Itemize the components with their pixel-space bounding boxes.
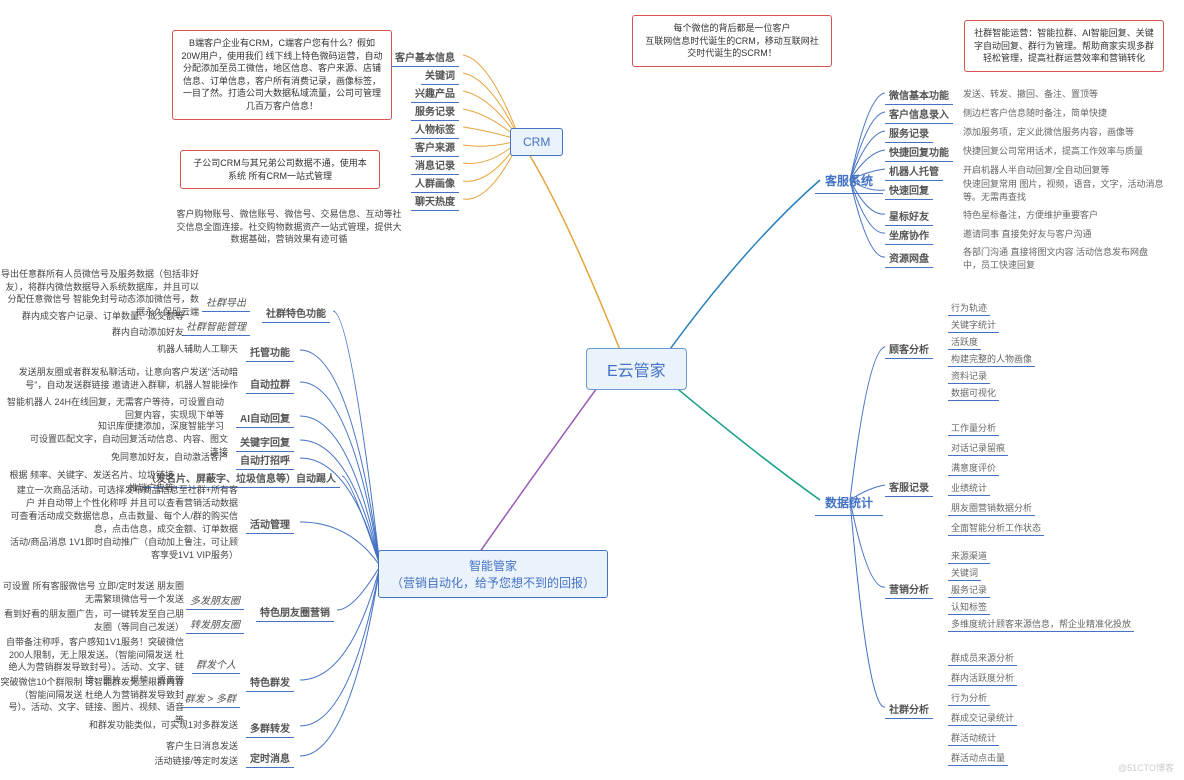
stats-item: 群活动点击量 [948, 750, 1008, 766]
smart-ai: AI自动回复 [236, 408, 294, 428]
note-act1: 建立一次商品活动，可选择发布商品信息至社群+所有客户 并自动带上个性化称呼 并且… [8, 484, 238, 509]
note-t1: 客户生日消息发送 [166, 740, 238, 753]
note-gsm: 和群发功能类似，可实现1对多群发送 [89, 719, 238, 732]
crm-item: 兴趣产品 [411, 83, 459, 103]
stats-item: 构建完整的人物画像 [948, 351, 1035, 367]
smart-feature-i: 社群智能管理 [182, 316, 250, 336]
stats-customer: 顾客分析 [885, 339, 933, 359]
crm-item: 客户基本信息 [391, 47, 459, 67]
svc-row: 微信基本功能 [885, 85, 953, 105]
branch-stats[interactable]: 数据统计 [815, 490, 883, 516]
stats-item: 认知标签 [948, 599, 990, 615]
svc-row: 服务记录 [885, 123, 933, 143]
note-ai2: 知识库便捷添加，深度智能学习 [98, 420, 224, 433]
callout-scrm: 每个微信的背后都是一位客户 互联网信息时代诞生的CRM，移动互联网社交时代诞生的… [632, 15, 832, 67]
svc-desc: 各部门沟通 直接将图文内容 活动信息发布网盘中，员工快速回复 [960, 244, 1160, 272]
crm-item: 客户来源 [411, 137, 459, 157]
note-mgmt2: 群内自动添加好友 [112, 326, 184, 339]
note-mgmt1: 群内成交客户记录、订单数量、成交额等 [22, 310, 184, 323]
smart-feature: 社群特色功能 [262, 303, 330, 323]
svc-row: 资源网盘 [885, 248, 933, 268]
note-act3: 活动/商品消息 1V1即时自动推广（自动加上鲁注，可让顾客享受1V1 VIP服务… [8, 536, 238, 561]
smart-hi: 自动打招呼 [236, 450, 294, 470]
branch-smart[interactable]: 智能管家 （营销自动化，给予您想不到的回报） [378, 550, 608, 598]
svc-row: 客户信息录入 [885, 104, 953, 124]
smart-gs-i: 群发 > 多群 [181, 688, 240, 708]
note-pyq2: 看到好看的朋友圈广告，可一键转发至自己朋友圈（等同自己发送） [0, 608, 184, 633]
smart-pyq-i: 转发朋友圈 [186, 614, 244, 634]
stats-item: 资料记录 [948, 368, 990, 384]
svc-row: 快捷回复功能 [885, 142, 953, 162]
crm-item: 人群画像 [411, 173, 459, 193]
stats-grp: 社群分析 [885, 699, 933, 719]
stats-item: 行为轨迹 [948, 300, 990, 316]
svc-desc: 快速回复常用 图片，视频，语音，文字，活动消息等。无需再查找 [960, 176, 1170, 204]
stats-mkt: 营销分析 [885, 579, 933, 599]
smart-pyq-i: 多发朋友圈 [186, 590, 244, 610]
note-pyq1: 可设置 所有客服微信号 立即/定时发送 朋友圈 无需繁琐微信号一个发送 [0, 580, 184, 605]
svc-desc: 发送、转发、撤回、备注、置顶等 [960, 86, 1101, 101]
stats-item: 数据可视化 [948, 385, 999, 401]
stats-item: 群内活跃度分析 [948, 670, 1017, 686]
smart-feature-i: 社群导出 [202, 292, 250, 312]
svc-desc: 侧边栏客户信息随时备注，简单快捷 [960, 105, 1110, 120]
svc-desc: 邀请同事 直接免好友与客户沟通 [960, 226, 1095, 241]
smart-gs-i: 群发个人 [192, 654, 240, 674]
note-pull: 发送朋友圈或者群发私聊活动，让意向客户发送"活动暗号"，自动发送群链接 邀请进入… [8, 366, 238, 391]
stats-item: 群成交记录统计 [948, 710, 1017, 726]
crm-item: 服务记录 [411, 101, 459, 121]
smart-key: 关键字回复 [236, 432, 294, 452]
smart-gs: 特色群发 [246, 672, 294, 692]
stats-item: 关键字统计 [948, 317, 999, 333]
stats-item: 工作量分析 [948, 420, 999, 436]
callout-subsidiary: 子公司CRM与其兄弟公司数据不通，使用本系统 所有CRM一站式管理 [180, 150, 380, 189]
stats-item: 群成员来源分析 [948, 650, 1017, 666]
smart-host: 托管功能 [246, 342, 294, 362]
svc-row: 坐席协作 [885, 225, 933, 245]
svc-row: 星标好友 [885, 206, 933, 226]
note-hi: 免同意加好友，自动激活客户 [111, 451, 228, 464]
root-node[interactable]: E云管家 [586, 348, 687, 390]
stats-item: 对话记录留痕 [948, 440, 1008, 456]
stats-item: 多维度统计顾客来源信息，帮企业精准化投放 [948, 616, 1134, 632]
stats-item: 活跃度 [948, 334, 981, 350]
stats-svc: 客服记录 [885, 477, 933, 497]
crm-note: 客户购物账号、微信账号、微信号、交易信息、互动等社交信息全面连接。社交购物数据资… [174, 208, 404, 246]
svc-row: 快速回复 [885, 180, 933, 200]
smart-timer: 定时消息 [246, 748, 294, 768]
stats-item: 行为分析 [948, 690, 990, 706]
stats-item: 全面智能分析工作状态 [948, 520, 1044, 536]
svc-desc: 快捷回复公司常用话术，提高工作效率与质量 [960, 143, 1146, 158]
svc-desc: 添加服务项，定义此微信服务内容，画像等 [960, 124, 1137, 139]
smart-pull: 自动拉群 [246, 374, 294, 394]
crm-item: 聊天热度 [411, 191, 459, 211]
note-robot: 机器人辅助人工聊天 [157, 343, 238, 356]
callout-b-end: B端客户企业有CRM，C端客户您有什么？假如20W用户，使用我们 线下线上特色微… [172, 30, 392, 120]
stats-item: 服务记录 [948, 582, 990, 598]
svc-desc: 特色星标备注，方便维护重要客户 [960, 207, 1101, 222]
svc-row: 机器人托管 [885, 161, 943, 181]
stats-item: 业绩统计 [948, 480, 990, 496]
stats-item: 关键词 [948, 565, 981, 581]
crm-item: 人物标签 [411, 119, 459, 139]
note-t2: 活动链接/等定时发送 [154, 755, 238, 768]
stats-item: 满意度评价 [948, 460, 999, 476]
watermark: @51CTO博客 [1118, 761, 1174, 774]
smart-gsm: 多群转发 [246, 718, 294, 738]
smart-activity: 活动管理 [246, 514, 294, 534]
smart-pyq: 特色朋友圈营销 [256, 602, 334, 622]
stats-item: 朋友圈营销数据分析 [948, 500, 1035, 516]
crm-item: 消息记录 [411, 155, 459, 175]
note-ai1: 智能机器人 24H在线回复，无需客户等待，可设置自动回复内容，实现现下单等 [4, 396, 224, 421]
stats-item: 来源渠道 [948, 548, 990, 564]
callout-community: 社群智能运营：智能拉群、AI智能回复、关键字自动回复、群行为管理。帮助商家实现多… [964, 20, 1164, 72]
branch-crm[interactable]: CRM [510, 128, 563, 156]
note-act2: 可查看活动成交数据信息，点击数量、每个人/群的购买信息，点击信息，成交金额、订单… [8, 510, 238, 535]
crm-item: 关键词 [421, 65, 459, 85]
svc-desc: 开启机器人半自动回复/全自动回复等 [960, 162, 1113, 177]
branch-service[interactable]: 客服系统 [815, 168, 883, 194]
stats-item: 群活动统计 [948, 730, 999, 746]
